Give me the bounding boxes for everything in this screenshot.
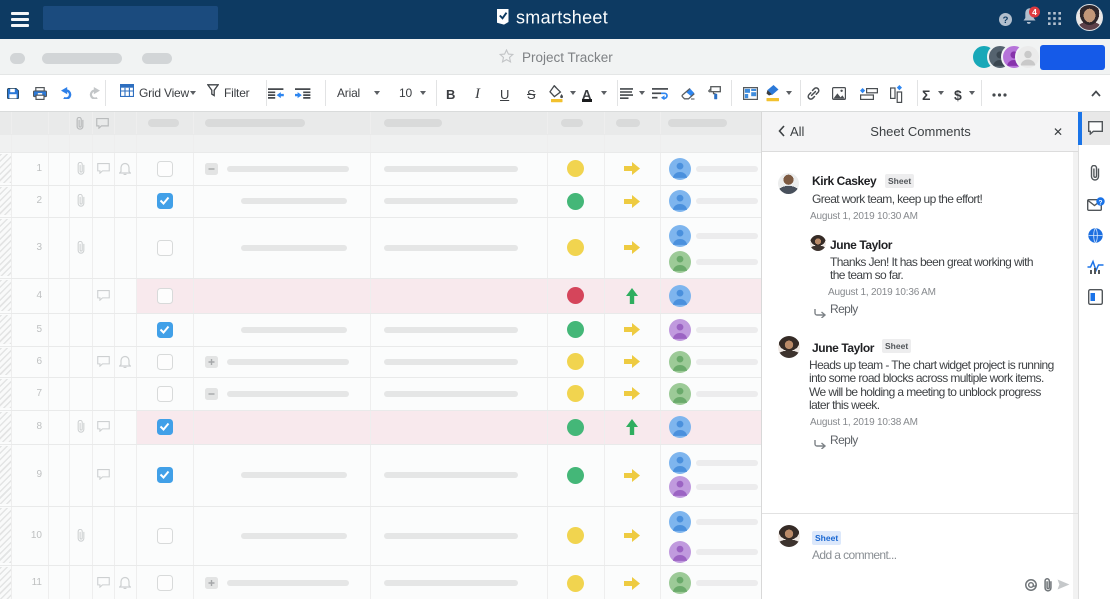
svg-text:?: ? bbox=[1099, 199, 1103, 206]
svg-text:?: ? bbox=[1003, 15, 1009, 26]
svg-text:4: 4 bbox=[1032, 7, 1037, 17]
svg-text:smartsheet: smartsheet bbox=[516, 8, 608, 28]
